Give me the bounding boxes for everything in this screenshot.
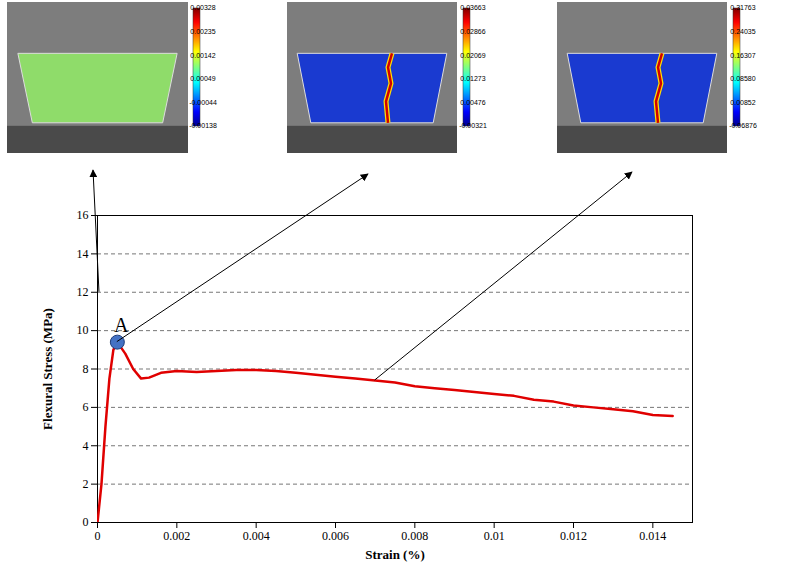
svg-text:6: 6 [83, 400, 89, 414]
svg-text:0.00852: 0.00852 [730, 99, 755, 106]
svg-text:0.00235: 0.00235 [190, 28, 215, 35]
svg-text:-0.00138: -0.00138 [189, 122, 217, 129]
svg-text:0.03663: 0.03663 [460, 4, 485, 11]
svg-text:0.012: 0.012 [560, 529, 587, 543]
svg-text:-0.00044: -0.00044 [189, 99, 217, 106]
svg-text:0.31763: 0.31763 [730, 4, 755, 11]
svg-text:0.01: 0.01 [484, 529, 505, 543]
svg-text:Flexural Stress (MPa): Flexural Stress (MPa) [40, 308, 55, 430]
svg-text:10: 10 [77, 323, 89, 337]
svg-text:0.00142: 0.00142 [190, 52, 215, 59]
svg-text:0.00476: 0.00476 [460, 99, 485, 106]
svg-text:0.00328: 0.00328 [190, 4, 215, 11]
svg-text:4: 4 [83, 439, 89, 453]
svg-text:12: 12 [77, 285, 89, 299]
svg-text:16: 16 [77, 208, 89, 222]
svg-text:0.02866: 0.02866 [460, 28, 485, 35]
svg-text:14: 14 [77, 247, 89, 261]
svg-text:0.00049: 0.00049 [190, 75, 215, 82]
svg-text:Strain (%): Strain (%) [365, 547, 425, 562]
svg-text:0.008: 0.008 [401, 529, 428, 543]
svg-text:0: 0 [83, 515, 89, 529]
svg-text:0.24035: 0.24035 [730, 28, 755, 35]
svg-text:0: 0 [95, 529, 101, 543]
svg-text:0.002: 0.002 [163, 529, 190, 543]
svg-text:8: 8 [83, 362, 89, 376]
svg-text:-0.06876: -0.06876 [729, 122, 757, 129]
svg-text:0.02069: 0.02069 [460, 52, 485, 59]
svg-text:2: 2 [83, 477, 89, 491]
svg-text:0.08580: 0.08580 [730, 75, 755, 82]
svg-text:0.01273: 0.01273 [460, 75, 485, 82]
svg-text:0.014: 0.014 [639, 529, 666, 543]
svg-text:-0.00321: -0.00321 [459, 122, 487, 129]
svg-text:A: A [114, 314, 129, 336]
svg-text:0.006: 0.006 [322, 529, 349, 543]
svg-text:0.16307: 0.16307 [730, 52, 755, 59]
svg-text:0.004: 0.004 [243, 529, 270, 543]
